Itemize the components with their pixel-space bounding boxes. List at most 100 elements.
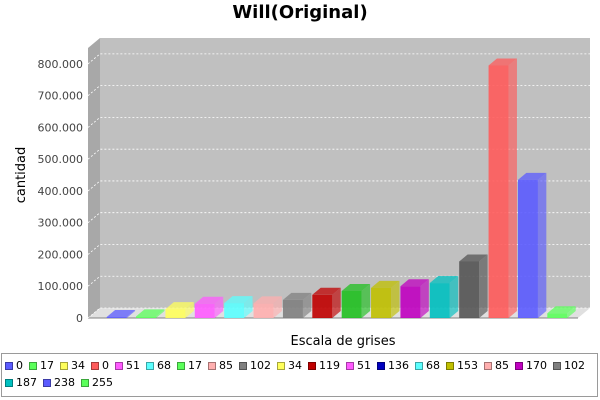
bar-top [224,296,253,304]
y-tick-label: 0 [76,312,83,325]
legend-swatch [5,378,13,387]
legend-label: 0 [102,359,109,372]
bar-top [165,302,194,310]
legend-swatch [60,361,68,370]
bar-front [400,286,421,318]
legend-label: 34 [288,359,302,372]
y-tick-label: 100.000 [38,280,84,293]
bar-side [508,58,517,319]
bar-top [341,284,371,291]
bars [106,58,576,319]
legend-item: 51 [346,357,371,374]
bar-side [214,296,224,318]
bar-front [429,283,450,318]
bar-side [449,276,459,318]
legend-swatch [239,361,247,370]
bar-top [547,306,576,314]
bar-side [537,172,547,318]
legend-item: 85 [208,357,233,374]
legend-item: 51 [115,357,140,374]
bar [459,254,488,318]
legend-item: 34 [277,357,302,374]
bar-side [156,309,165,318]
legend-swatch [81,378,89,387]
y-tick-label: 600.000 [38,121,84,134]
legend-label: 17 [40,359,54,372]
bar-front [106,317,127,318]
bar-top [459,254,488,262]
bar-top [282,292,312,300]
legend-label: 153 [457,359,478,372]
legend-swatch [115,361,123,370]
legend-swatch [415,361,423,370]
bar-front [371,287,392,318]
bar-front [253,303,274,318]
legend-label: 102 [250,359,271,372]
bar-side [361,284,371,318]
legend-label: 34 [71,359,85,372]
y-tick-label: 500.000 [38,153,84,166]
bar [517,172,547,318]
y-tick-label: 200.000 [38,248,84,261]
grid-line [87,244,590,255]
bar [400,279,429,318]
legend-label: 136 [388,359,409,372]
bar-side [244,296,253,318]
bar-side [391,280,400,318]
bar-side [273,296,282,318]
bar [136,309,165,318]
grid-line [87,275,590,287]
bar-side [567,306,576,318]
y-axis-ticks: 0 100.000 200.000 300.000 400.000 500.000 600.… [38,58,84,325]
legend-item: 34 [60,357,85,374]
bar [341,284,371,318]
legend-item: 187 [5,374,37,391]
bar-front [194,303,215,318]
plot-back-wall [100,38,590,308]
legend-item: 170 [515,357,547,374]
legend-item: 68 [146,357,171,374]
legend-item: 119 [308,357,340,374]
bar-top [371,280,400,288]
legend-item: 153 [446,357,478,374]
bar-front [282,299,303,318]
plot-left-wall [88,38,100,318]
legend-label: 68 [157,359,171,372]
legend: 0 17 34 0 51 68 17 85 102 34 119 51 136 68 153 85 170 102… [1,353,598,397]
grid-line [87,307,590,319]
bar-side [302,292,312,318]
legend-label: 17 [188,359,202,372]
legend-label: 0 [16,359,23,372]
chart-title: Will(Original) [232,2,368,23]
bar-top [517,172,547,180]
bar-front [312,294,333,318]
legend-label: 238 [54,376,75,389]
bar-top [429,276,459,284]
legend-swatch [29,361,37,370]
bar-top [253,296,282,304]
legend-item: 85 [484,357,509,374]
bar-side [420,279,429,318]
legend-swatch [208,361,216,370]
legend-swatch [446,361,454,370]
legend-item: 0 [91,357,109,374]
legend-label: 51 [126,359,140,372]
bar [106,310,136,318]
legend-item: 102 [239,357,271,374]
bar-front [136,316,157,318]
legend-swatch [484,361,492,370]
legend-item: 136 [377,357,409,374]
bar-top [312,287,341,295]
grid-line [87,148,590,160]
legend-item: 255 [81,374,113,391]
legend-swatch [277,361,285,370]
legend-swatch [377,361,385,370]
legend-item: 17 [177,357,202,374]
bar-front [459,261,480,318]
bar [253,296,282,318]
legend-label: 170 [526,359,547,372]
bar-top [136,309,165,317]
bar [282,292,312,318]
legend-swatch [515,361,523,370]
legend-label: 68 [426,359,440,372]
